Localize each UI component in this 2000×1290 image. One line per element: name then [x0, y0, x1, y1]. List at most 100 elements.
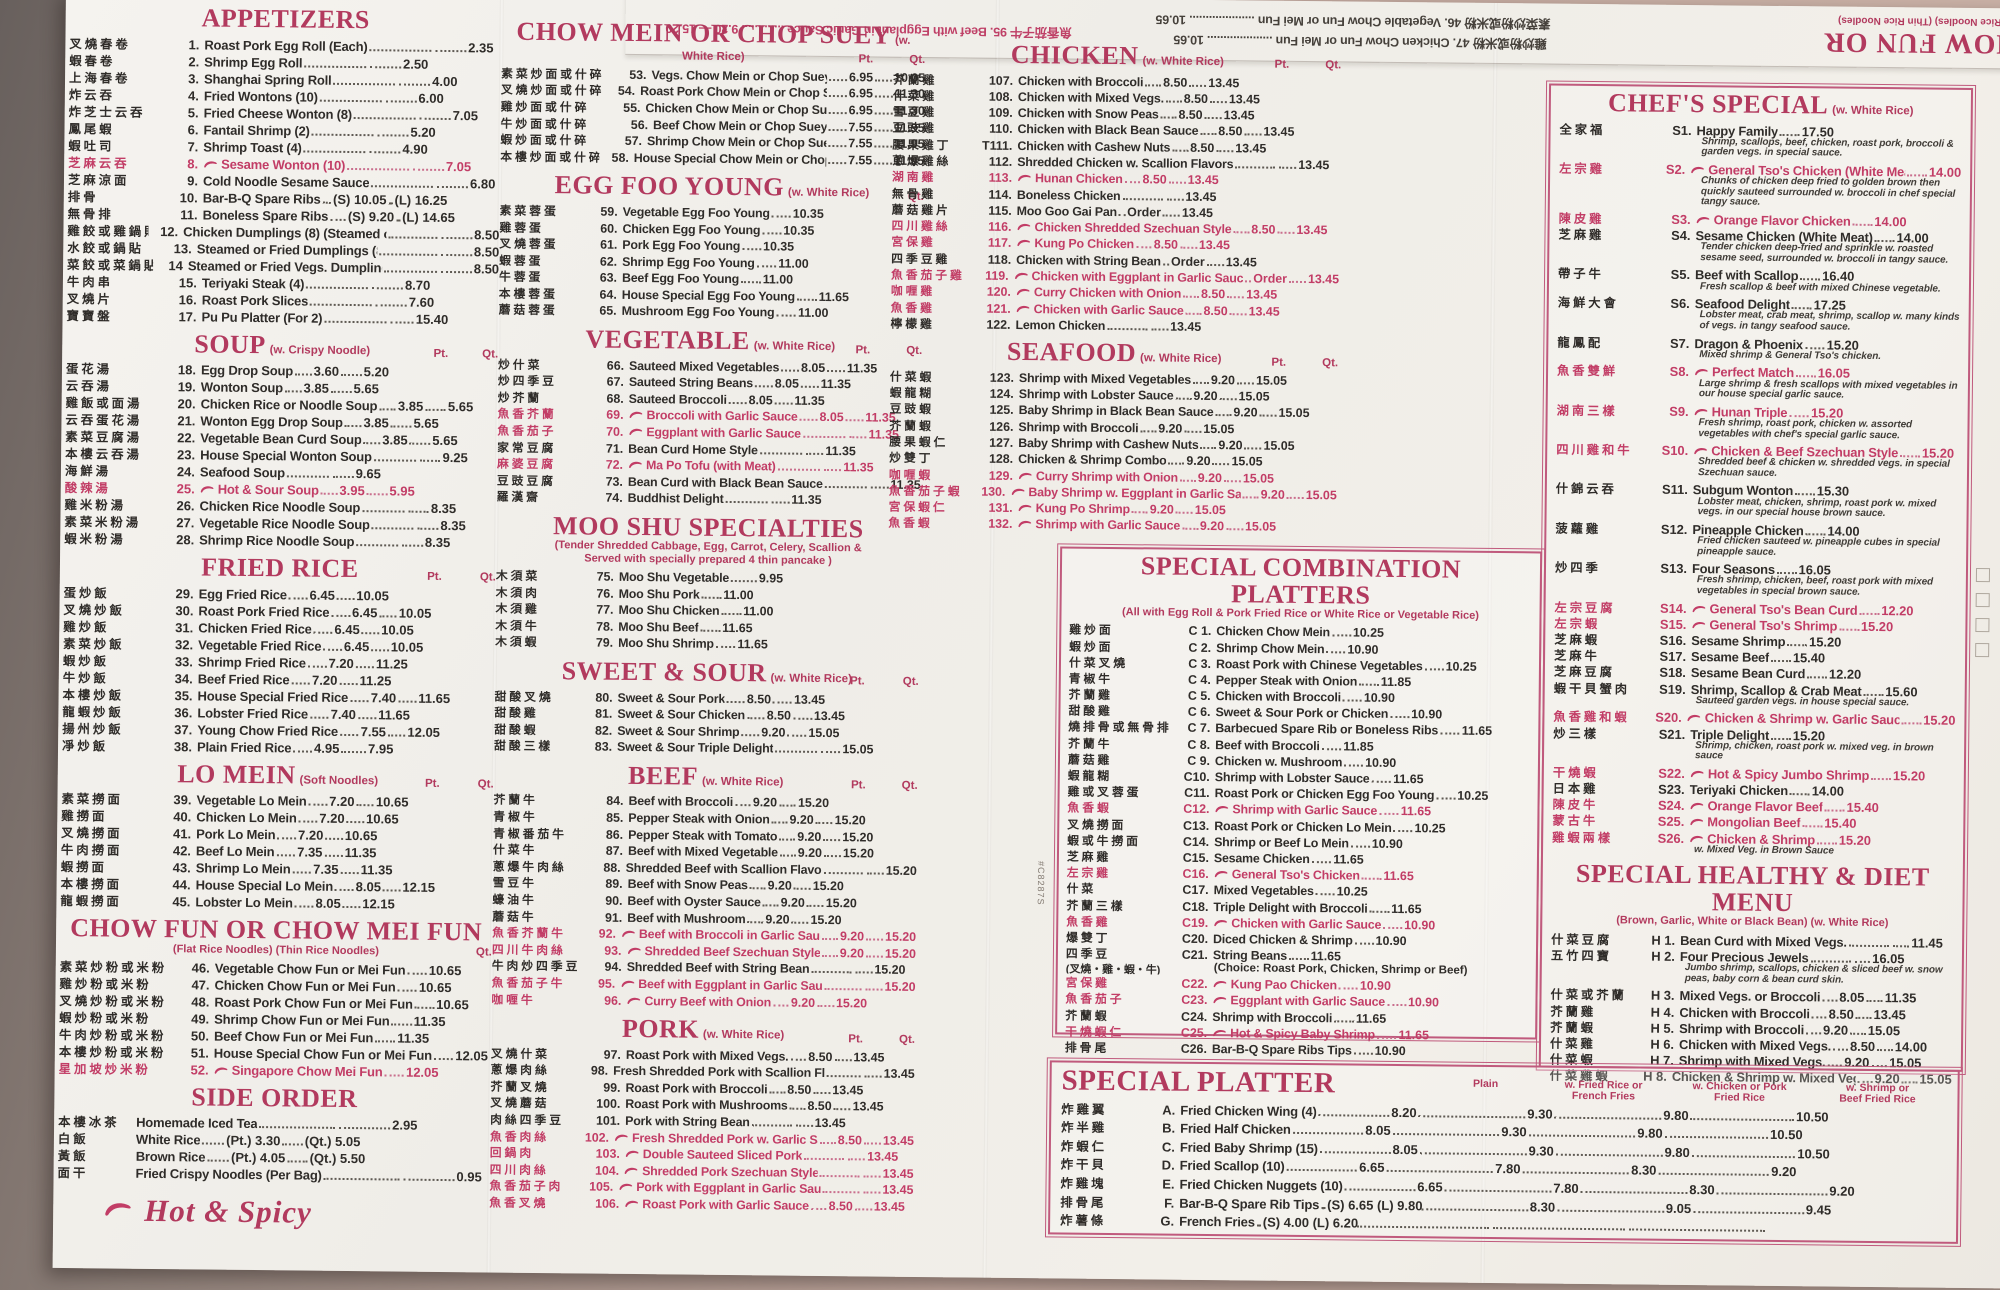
item-price: 11.35 [1884, 990, 1917, 1006]
item-name-chinese: 芥蘭雞 [893, 73, 938, 87]
dot-leader [1160, 116, 1177, 119]
section-chefs-special: CHEF'S SPECIAL (w. White Rice) 全家福 S1. Happy… [1552, 88, 1962, 859]
item-name-chinese: 左宗雞 [1559, 161, 1606, 177]
item-price: 13.45 [1225, 254, 1257, 270]
price-cell: 11.65 [795, 290, 849, 304]
dot-leader [799, 419, 818, 422]
item-number: C23. [1181, 993, 1208, 1008]
price-cell: 15.40 [1769, 650, 1825, 666]
item-name: Sweet & Sour Pork [617, 690, 726, 706]
item-name: Vegetable Fried Rice [198, 636, 322, 654]
item-name: Fried Scallop (10) [1179, 1158, 1285, 1175]
item-name: Lobster Lo Mein [195, 894, 293, 911]
dot-leader [827, 369, 845, 372]
item-number: 45. [172, 894, 191, 910]
item-price: 7.55 [360, 723, 387, 739]
item-number: 25. [176, 481, 195, 497]
item-price: 8.50 [474, 226, 500, 243]
dot-leader [1444, 1189, 1552, 1193]
item-number: 33. [174, 653, 194, 669]
dot-leader [308, 803, 328, 806]
price-cell: 2.95 [337, 1117, 418, 1133]
hot-spicy-pepper-icon [626, 944, 641, 958]
item-price: 8.05 [355, 879, 382, 895]
section-note: (w. White Rice) [701, 775, 784, 789]
item-name: Orange Flavor Beef [1689, 798, 1823, 815]
item-number: 122. [986, 317, 1011, 332]
item-price: 15.05 [808, 725, 840, 740]
menu-item-row: 湖南三樣 S9. Hunan Triple 15.20 [1557, 400, 1959, 420]
item-price: 8.50 [473, 260, 500, 277]
price-cell: 15.20 [777, 796, 829, 810]
dot-leader [1172, 149, 1189, 152]
price-cell [382, 269, 439, 276]
item-name: House Special Fried Rice [197, 687, 349, 705]
dot-leader [369, 48, 432, 52]
item-name-chinese: 木須牛 [495, 619, 540, 633]
dot-leader [1223, 479, 1241, 482]
dot-leader [342, 906, 361, 909]
price-cell [1627, 1228, 1767, 1235]
item-price: 6.95 [848, 70, 874, 85]
price-cell: 13.45 [1164, 189, 1216, 204]
item-price: 10.65 [418, 979, 452, 995]
item-number: 92. [598, 926, 617, 941]
dot-leader [845, 419, 864, 422]
item-name: Chicken Lo Mein [196, 809, 297, 826]
item-number: 29. [175, 585, 194, 601]
item-price: 8.50 [766, 708, 792, 723]
section-chow-mein: CHOW MEIN OR CHOP SUEY (w. White Rice) Pt.… [500, 17, 925, 169]
section-header: SOUP (w. Crispy Noodle) Pt. Qt. [66, 329, 498, 361]
item-number: 15. [178, 274, 198, 290]
item-price: 10.25 [1336, 884, 1368, 900]
item-number: C16. [1182, 866, 1209, 882]
menu-paper: 魚香茄子牛 95. Beef with Eggplant in Garlic S… [52, 0, 2000, 1289]
item-price: 8.50 [1849, 1038, 1876, 1054]
price-cell: 7.40 [308, 706, 356, 722]
item-number: 107. [988, 73, 1014, 88]
section-note: (w. White Rice) [1142, 55, 1224, 69]
dot-leader [1140, 429, 1157, 433]
price-cell: 6.45 [287, 587, 335, 602]
item-price: 13.45 [883, 1066, 915, 1082]
dot-leader [1877, 1048, 1893, 1052]
price-cell [809, 971, 853, 976]
item-number: 55. [623, 100, 641, 116]
item-name: Sesame Shrimp [1691, 633, 1786, 650]
item-name: Eggplant with Garlic Sauce [1212, 994, 1385, 1009]
dot-leader [1664, 1135, 1769, 1140]
item-name: Curry Shrimp with Onion [1018, 469, 1178, 484]
dot-leader [1421, 1207, 1528, 1211]
item-price: 8.50 [1203, 303, 1228, 318]
item-name-chinese: 蝦龍糊 [889, 386, 935, 401]
hot-spicy-pepper-icon [1689, 798, 1704, 813]
price-cell: 10.25 [1330, 626, 1384, 640]
dot-leader [1124, 181, 1141, 184]
hot-spicy-pepper-icon [628, 408, 643, 422]
item-number: 115. [988, 203, 1012, 218]
item-price: 5.65 [432, 432, 458, 449]
item-number: C20. [1181, 931, 1209, 946]
item-name: Moo Shu Shrimp [618, 636, 714, 652]
item-name-chinese: 凈炒飯 [61, 738, 109, 754]
dot-leader [303, 150, 366, 153]
dot-leader [414, 1006, 435, 1009]
item-price: 15.20 [842, 829, 874, 845]
hot-spicy-pepper-icon [1689, 831, 1704, 846]
dot-leader [291, 681, 311, 685]
item-name: Ma Po Tofu (with Meat) [628, 458, 776, 474]
dot-leader [800, 385, 819, 389]
item-number: A. [1162, 1102, 1176, 1118]
price-cell: 9.30 [1417, 1105, 1553, 1121]
dot-leader [721, 613, 742, 616]
item-number: H 5. [1650, 1020, 1675, 1036]
dot-leader [865, 955, 883, 958]
price-cell [801, 435, 847, 441]
item-price: 8.50 [1828, 1006, 1854, 1022]
item-number: C24. [1181, 1009, 1208, 1024]
item-name: Fried Chicken Nuggets (10) [1179, 1176, 1343, 1194]
dot-leader [1244, 447, 1262, 450]
item-name: Kung Pao Chicken [1213, 977, 1337, 993]
hot-spicy-pepper-icon [1691, 617, 1706, 632]
dot-leader [396, 218, 401, 222]
